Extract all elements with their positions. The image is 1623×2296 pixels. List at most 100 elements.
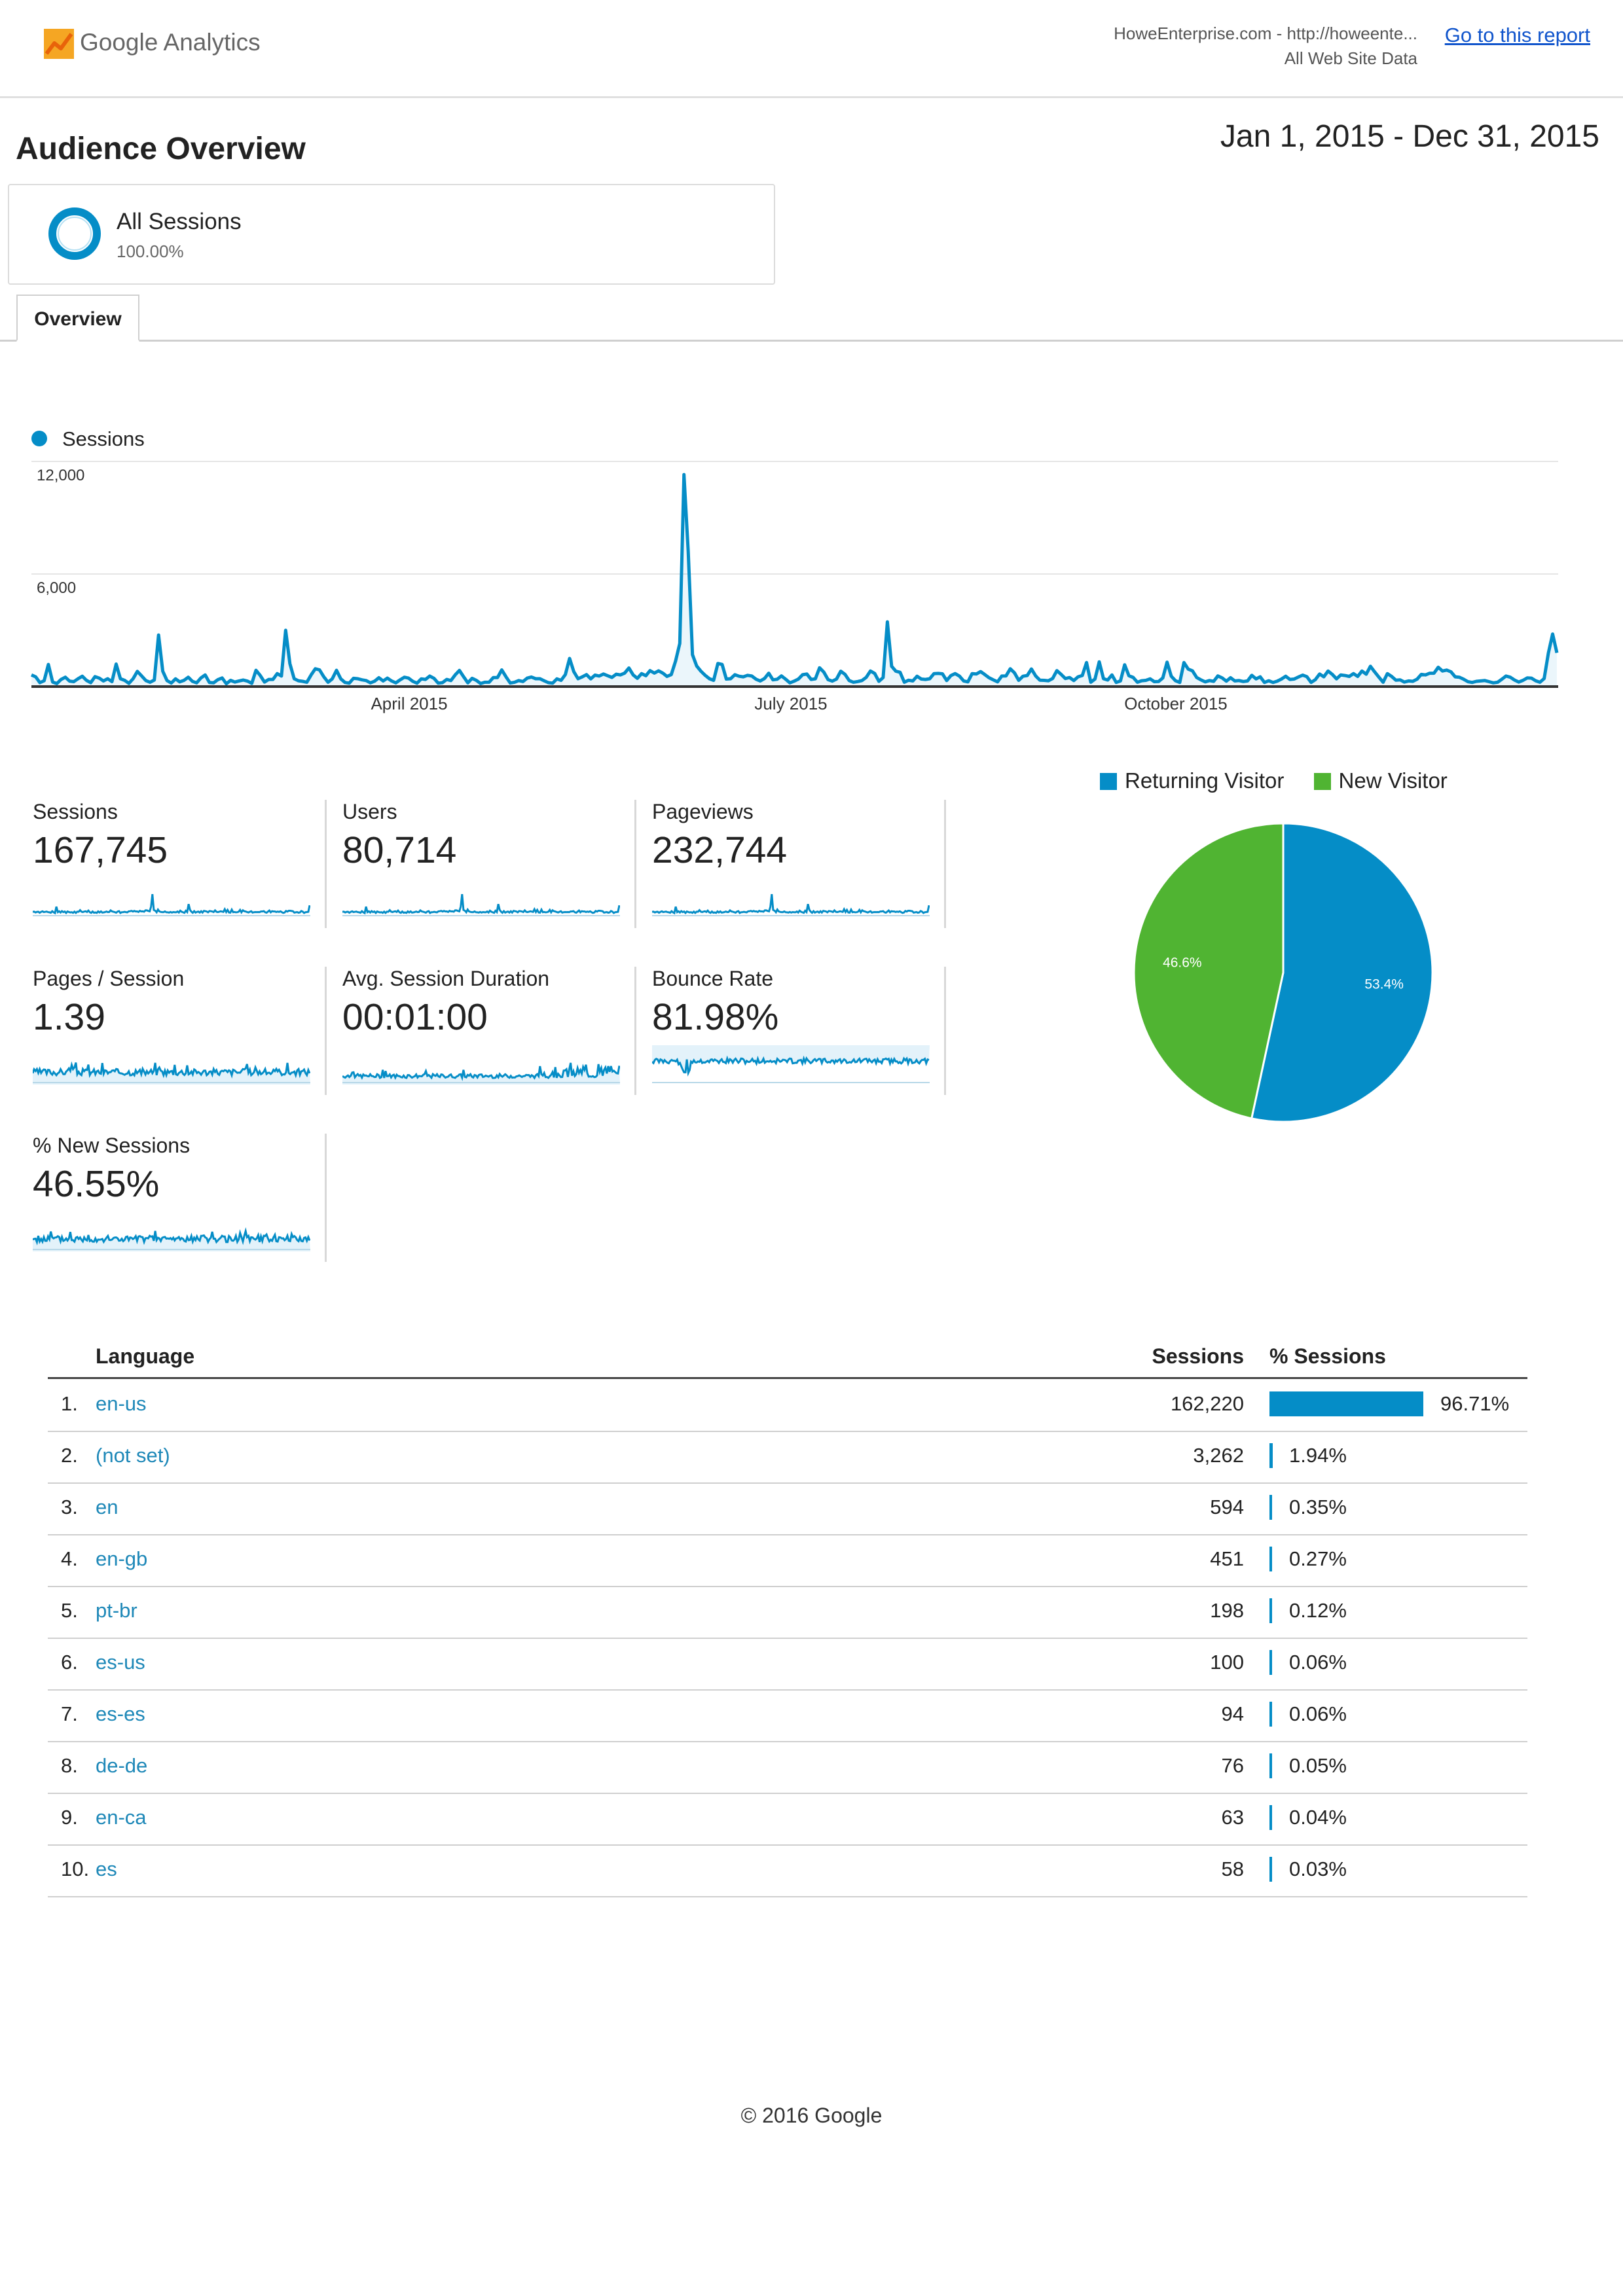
metric-value: 1.39	[33, 996, 105, 1038]
metric-divider	[325, 967, 327, 1095]
row-language-link[interactable]: en-us	[96, 1392, 147, 1415]
row-sessions: 94	[1221, 1702, 1244, 1725]
row-rank: 4.	[61, 1547, 78, 1570]
row-sessions: 76	[1221, 1754, 1244, 1777]
row-pct-sessions: 1.94%	[1289, 1444, 1347, 1467]
row-rank: 3.	[61, 1496, 78, 1518]
row-sessions: 198	[1210, 1599, 1244, 1622]
sparkline-line	[342, 1062, 620, 1081]
row-rank: 8.	[61, 1754, 78, 1777]
column-header-pct-sessions: % Sessions	[1269, 1344, 1386, 1368]
table-row: 3. en 594 0.35%	[48, 1482, 1527, 1535]
metric-value: 46.55%	[33, 1163, 160, 1205]
metric-divider	[634, 967, 636, 1095]
metric-label: % New Sessions	[33, 1134, 191, 1157]
table-row: 8. de-de 76 0.05%	[48, 1741, 1527, 1794]
legend-label-new: New Visitor	[1338, 768, 1448, 793]
metric-value: 00:01:00	[342, 996, 488, 1038]
row-sessions: 100	[1210, 1651, 1244, 1674]
segment-donut-icon	[48, 207, 101, 260]
pie-slice-returning-visitor	[1250, 822, 1434, 1123]
column-header-sessions: Sessions	[1152, 1344, 1244, 1368]
metric-label: Avg. Session Duration	[342, 967, 550, 990]
tab-overview[interactable]: Overview	[16, 295, 139, 342]
x-tick-label-july: July 2015	[754, 694, 827, 713]
sparkline-area	[652, 1045, 930, 1073]
sparkline-line	[652, 1055, 930, 1077]
row-sessions: 58	[1221, 1857, 1244, 1880]
row-rank: 1.	[61, 1392, 78, 1415]
metric-label: Sessions	[33, 800, 118, 823]
row-language-link[interactable]: es-us	[96, 1651, 145, 1674]
row-language-link[interactable]: de-de	[96, 1754, 148, 1777]
segment-card[interactable]: All Sessions 100.00%	[8, 184, 775, 285]
pie-slice-new-visitor	[1133, 822, 1285, 1120]
sparkline-line	[33, 1061, 310, 1079]
row-pct-sessions: 0.06%	[1289, 1651, 1347, 1674]
logo-text: Google Analytics	[80, 29, 261, 56]
metric-label: Bounce Rate	[652, 967, 774, 990]
row-rank: 9.	[61, 1806, 78, 1829]
row-share-bar	[1269, 1598, 1272, 1623]
visitor-type-pie-chart: 53.4% 46.6%	[1133, 822, 1434, 1123]
segment-percent: 100.00%	[117, 242, 184, 261]
metric-pageviews: Pageviews 232,744	[652, 800, 947, 924]
sparkline-avg-session-duration	[342, 1062, 620, 1085]
row-pct-sessions: 0.06%	[1289, 1702, 1347, 1725]
sparkline-line	[652, 893, 930, 915]
table-row: 6. es-us 100 0.06%	[48, 1638, 1527, 1691]
row-rank: 6.	[61, 1651, 78, 1674]
row-pct-sessions: 0.05%	[1289, 1754, 1347, 1777]
x-tick-label-october: October 2015	[1124, 694, 1228, 713]
y-tick-label-12000: 12,000	[37, 467, 84, 484]
metric-value: 232,744	[652, 829, 788, 871]
metric-value: 81.98%	[652, 996, 779, 1038]
row-rank: 7.	[61, 1702, 78, 1725]
sparkline-area	[342, 1062, 620, 1085]
row-language-link[interactable]: es	[96, 1857, 117, 1880]
page-title: Audience Overview	[16, 132, 306, 166]
x-tick-label-april: April 2015	[371, 694, 447, 713]
row-language-link[interactable]: en-gb	[96, 1547, 148, 1570]
row-sessions: 451	[1210, 1547, 1244, 1570]
row-pct-sessions: 0.35%	[1289, 1496, 1347, 1518]
metric-divider	[944, 800, 946, 928]
metric-divider	[634, 800, 636, 928]
metric-avg-session-duration: Avg. Session Duration 00:01:00	[342, 967, 637, 1091]
sparkline-new-sessions	[33, 1227, 310, 1251]
row-pct-sessions: 0.27%	[1289, 1547, 1347, 1570]
row-language-link[interactable]: es-es	[96, 1702, 145, 1725]
sparkline-users	[342, 893, 620, 916]
row-language-link[interactable]: (not set)	[96, 1444, 170, 1467]
sparkline-bounce-rate	[652, 1045, 930, 1083]
segment-name: All Sessions	[117, 209, 242, 234]
table-row: 1. en-us 162,220 96.71%	[48, 1379, 1527, 1432]
row-language-link[interactable]: en	[96, 1496, 119, 1518]
row-share-bar	[1269, 1391, 1423, 1416]
date-range[interactable]: Jan 1, 2015 - Dec 31, 2015	[1220, 119, 1599, 154]
row-share-bar	[1269, 1495, 1272, 1520]
footer-copyright: © 2016 Google	[740, 2104, 883, 2127]
sessions-line	[30, 473, 1559, 686]
new-visitor-swatch	[1313, 773, 1331, 790]
sparkline-line	[33, 1227, 310, 1246]
row-language-link[interactable]: en-ca	[96, 1806, 147, 1829]
row-pct-sessions: 96.71%	[1440, 1392, 1510, 1415]
row-share-bar	[1269, 1753, 1272, 1778]
row-rank: 5.	[61, 1599, 78, 1622]
metric-pages-per-session: Pages / Session 1.39	[33, 967, 327, 1091]
go-to-report-link[interactable]: Go to this report	[1444, 24, 1590, 46]
report-header: Google Analytics HoweEnterprise.com - ht…	[0, 0, 1623, 98]
legend-label-returning: Returning Visitor	[1125, 768, 1285, 793]
row-language-link[interactable]: pt-br	[96, 1599, 137, 1622]
row-sessions: 594	[1210, 1496, 1244, 1518]
view-name: All Web Site Data	[1284, 48, 1417, 68]
table-row: 5. pt-br 198 0.12%	[48, 1586, 1527, 1639]
pie-legend: Returning Visitor New Visitor	[1100, 768, 1448, 793]
row-rank: 10.	[61, 1857, 90, 1880]
column-header-language: Language	[96, 1344, 195, 1368]
table-row: 9. en-ca 63 0.04%	[48, 1793, 1527, 1846]
metric-divider	[944, 967, 946, 1095]
legend-item-returning: Returning Visitor	[1100, 768, 1290, 793]
legend-item-new: New Visitor	[1313, 768, 1448, 793]
